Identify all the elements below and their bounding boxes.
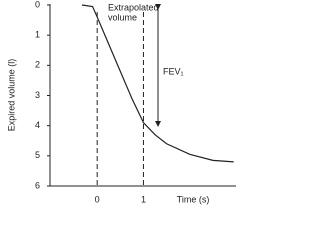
x-tick-label: 1	[141, 194, 146, 204]
y-tick-label: 1	[35, 30, 40, 40]
x-tick-label: 0	[95, 194, 100, 204]
y-tick-label: 6	[35, 180, 40, 190]
y-tick-label: 3	[35, 90, 40, 100]
x-axis-label: Time (s)	[177, 194, 210, 204]
chart: Expired volume (l) Time (s) Extrapolated…	[6, 0, 236, 204]
data-line	[81, 4, 234, 163]
annotation: volume	[108, 12, 137, 22]
annotation: Extrapolated	[108, 2, 159, 12]
y-tick-label: 5	[35, 150, 40, 160]
y-tick-label: 0	[35, 0, 40, 9]
y-tick-label: 4	[35, 120, 40, 130]
y-axis-label: Expired volume (l)	[6, 59, 16, 132]
annotation: FEV₁	[163, 66, 184, 76]
y-tick-label: 2	[35, 60, 40, 70]
